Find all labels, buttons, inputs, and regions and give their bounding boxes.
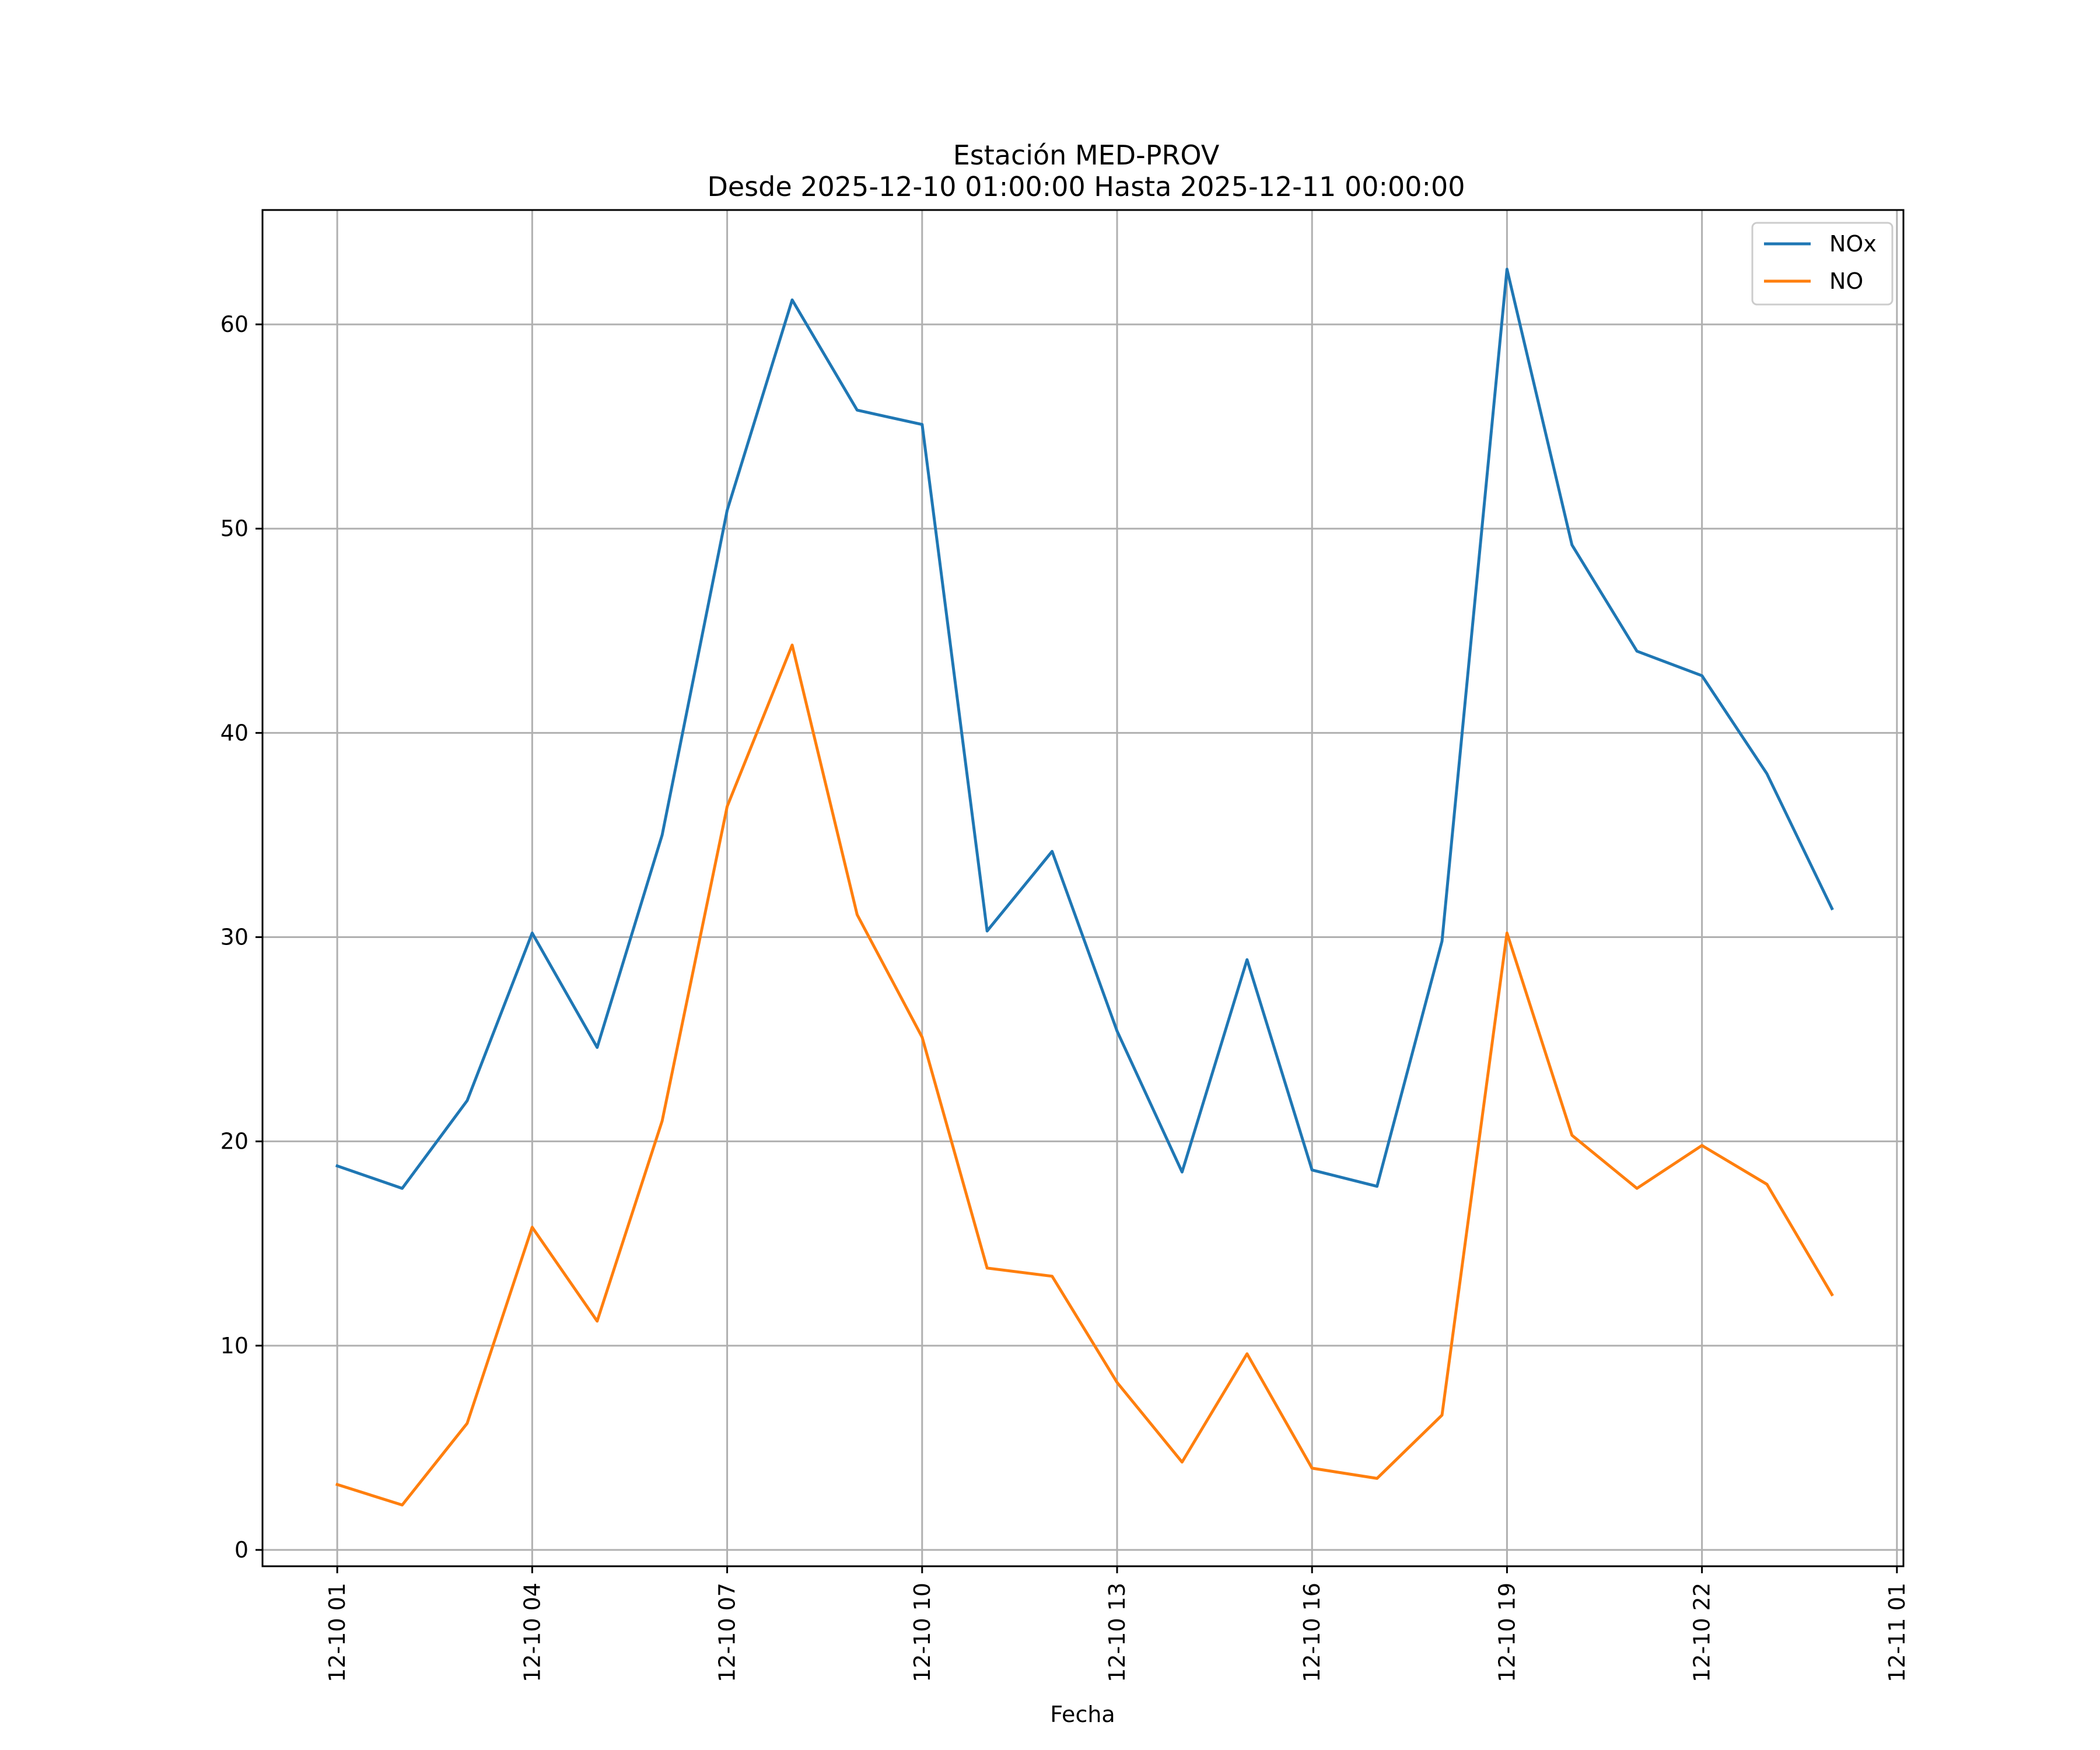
y-tick-label: 50 (220, 516, 249, 541)
y-tick-label: 30 (220, 925, 249, 950)
x-axis-label: Fecha (1050, 1702, 1115, 1727)
x-tick-label: 12-10 22 (1689, 1583, 1715, 1682)
chart-subtitle: Desde 2025-12-10 01:00:00 Hasta 2025-12-… (707, 171, 1465, 202)
legend-label-nox: NOx (1829, 231, 1877, 257)
x-tick-label: 12-10 13 (1104, 1583, 1130, 1682)
x-tick-label: 12-10 16 (1299, 1583, 1325, 1682)
x-tick-label: 12-10 07 (715, 1583, 740, 1682)
y-tick-label: 0 (235, 1537, 249, 1563)
y-tick-label: 60 (220, 312, 249, 337)
plot-area-frame (261, 209, 1905, 1567)
x-tick-label: 12-10 01 (324, 1583, 350, 1682)
series-layer (335, 268, 1834, 1507)
series-line-no (335, 643, 1834, 1507)
legend: NOx NO (1751, 222, 1894, 306)
tick-layer: 0 10 20 30 40 50 60 12-10 01 12-10 04 12-10 07 12-… (220, 312, 1910, 1682)
x-tick-label: 12-10 10 (909, 1583, 935, 1682)
grid-layer (262, 210, 1903, 1566)
x-tick-label: 12-10 19 (1494, 1583, 1520, 1682)
x-tick-label: 12-11 01 (1884, 1583, 1910, 1682)
legend-label-no: NO (1829, 268, 1863, 294)
series-line-nox (335, 268, 1834, 1190)
x-tick-label: 12-10 04 (519, 1583, 545, 1682)
y-tick-label: 10 (220, 1333, 249, 1359)
y-tick-label: 20 (220, 1129, 249, 1154)
chart-title: Estación MED-PROV (953, 139, 1220, 171)
y-tick-label: 40 (220, 720, 249, 746)
